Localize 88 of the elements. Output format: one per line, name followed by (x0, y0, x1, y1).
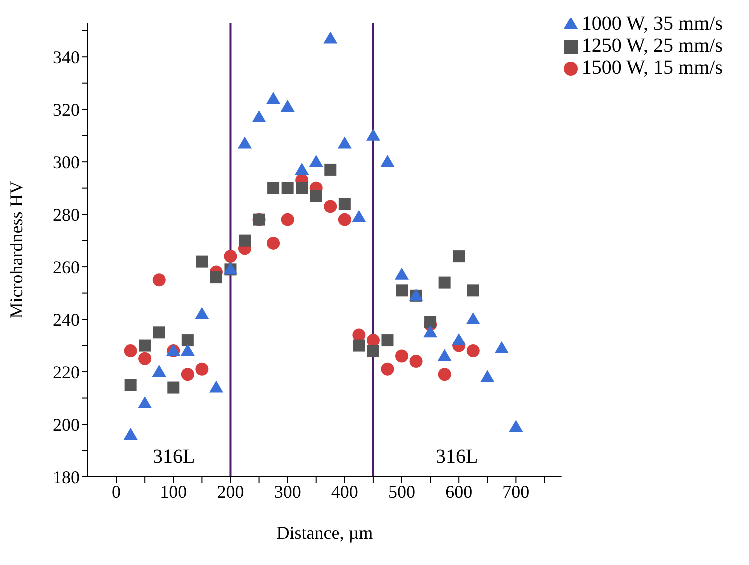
point (352, 210, 366, 222)
point (396, 284, 408, 297)
annotation: 316L (153, 446, 196, 468)
point (324, 32, 338, 44)
y-tick-label: 340 (53, 48, 80, 68)
annotation: 316L (436, 446, 478, 468)
point (152, 274, 166, 287)
point (438, 349, 452, 362)
point (338, 198, 351, 210)
x-tick-label: 300 (274, 482, 302, 502)
x-tick-label: 100 (160, 482, 188, 502)
point (152, 365, 166, 378)
point (238, 136, 252, 149)
point (424, 316, 437, 328)
point (381, 362, 394, 376)
point (366, 334, 380, 348)
point (353, 340, 366, 352)
x-tick-label: 600 (446, 482, 473, 502)
point (296, 182, 308, 194)
point (453, 250, 466, 263)
point (282, 182, 294, 194)
legend-label: 1000 W, 35 mm/s (582, 13, 723, 35)
point (309, 155, 324, 168)
point (153, 326, 166, 339)
point (124, 428, 138, 440)
y-tick-label: 320 (53, 100, 80, 120)
point (210, 272, 222, 284)
y-axis-title: Microhardness HV (6, 181, 26, 319)
point (395, 268, 410, 280)
point (396, 350, 409, 363)
point (382, 334, 394, 347)
y-tick-label: 180 (53, 467, 80, 488)
x-axis-title: Distance, µm (276, 523, 374, 543)
point (280, 100, 295, 112)
point (138, 396, 152, 409)
x-tick-label: 500 (388, 482, 416, 502)
y-tick-label: 240 (53, 310, 80, 330)
legend-label: 1500 W, 15 mm/s (582, 57, 723, 79)
point (168, 382, 180, 394)
point (509, 420, 524, 432)
point (181, 368, 194, 382)
point (196, 256, 208, 268)
y-tick-label: 220 (53, 362, 80, 382)
point (224, 250, 238, 264)
point (195, 307, 210, 320)
y-tick-label: 260 (53, 257, 80, 278)
point (266, 92, 281, 104)
point (338, 213, 352, 226)
point (267, 236, 280, 250)
x-tick-label: 200 (217, 482, 244, 502)
point (124, 379, 137, 392)
point (467, 284, 480, 297)
point (295, 162, 310, 175)
point (466, 344, 480, 358)
point (466, 312, 480, 325)
point (438, 276, 451, 289)
point (410, 355, 423, 368)
point (352, 328, 366, 342)
point (209, 380, 224, 393)
point (124, 344, 138, 358)
point (138, 352, 152, 366)
x-tick-label: 400 (331, 482, 358, 502)
y-tick-label: 200 (53, 414, 80, 435)
x-tick-label: 700 (502, 482, 530, 502)
point (180, 344, 195, 356)
x-tick-label: 0 (112, 482, 122, 502)
y-tick-label: 300 (53, 152, 80, 172)
point (494, 341, 509, 354)
y-tick-label: 280 (53, 204, 80, 225)
point (268, 182, 280, 194)
point (252, 110, 266, 122)
legend-label: 1250 W, 25 mm/s (582, 35, 723, 57)
point (367, 345, 380, 358)
point (324, 200, 338, 214)
point (366, 128, 380, 141)
point (139, 340, 152, 352)
point (281, 213, 294, 226)
point (338, 136, 352, 149)
point (239, 234, 251, 247)
point (380, 155, 395, 168)
point (196, 362, 209, 376)
point (310, 190, 322, 202)
point (438, 368, 452, 382)
point (480, 370, 495, 382)
point (182, 334, 194, 347)
point (452, 334, 466, 346)
point (424, 326, 438, 338)
point (324, 164, 337, 176)
